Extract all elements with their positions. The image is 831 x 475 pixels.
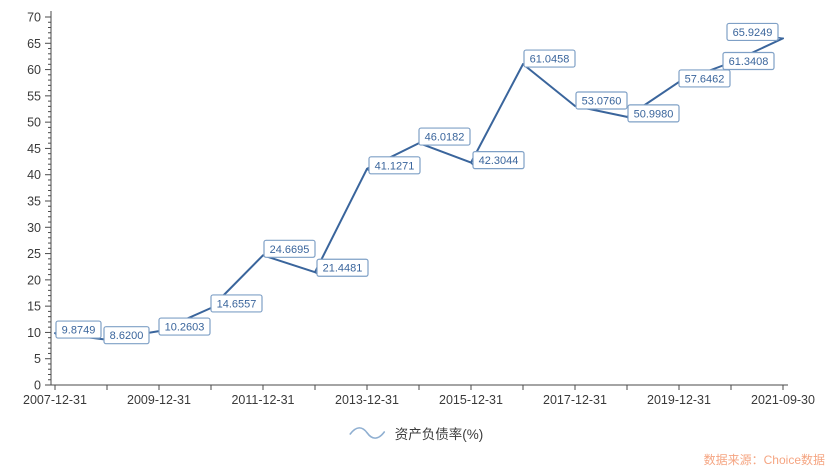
data-source-note: 数据来源：Choice数据 [703,453,825,467]
data-label-value: 9.8749 [62,325,96,337]
x-axis-tick-label: 2013-12-31 [335,393,399,407]
data-label-value: 57.6462 [685,73,725,85]
data-label-value: 8.6200 [110,330,144,342]
data-label-box [627,104,680,123]
data-label-box [55,320,102,339]
data-label-value: 42.3044 [479,155,519,167]
data-label-value: 21.4481 [323,263,363,275]
data-label-box [726,22,779,42]
y-axis-tick-label: 5 [34,352,41,366]
data-label-value: 61.3408 [729,56,769,68]
data-label-box [472,150,525,170]
data-label-box [103,326,150,345]
y-axis-tick-label: 40 [27,168,41,182]
y-axis-tick-label: 15 [27,300,41,314]
legend-line-icon [348,427,385,439]
data-label-value: 41.1271 [375,160,415,172]
x-axis-tick-label: 2021-09-30 [751,393,815,407]
x-axis-tick-label: 2019-12-31 [647,393,711,407]
data-label-box [418,127,471,146]
data-label-value: 61.0458 [530,54,570,66]
y-axis-tick-label: 55 [27,89,41,103]
x-axis-tick-label: 2017-12-31 [543,393,607,407]
x-axis-tick-label: 2009-12-31 [127,393,191,407]
data-label-value: 65.9249 [733,27,773,39]
data-label-box [678,69,731,88]
y-axis-tick-label: 45 [27,142,41,156]
y-axis-tick-label: 60 [27,63,41,77]
legend-label: 资产负债率(%) [394,427,484,442]
data-label-box [368,156,421,175]
y-axis-tick-label: 25 [27,247,41,261]
line-chart: 0 5 10 15 20 25 30 35 40 45 50 55 60 65 70 2007-12-31 20… [23,11,815,408]
y-axis-tick-label: 50 [27,116,41,130]
y-axis-tick-label: 30 [27,221,41,235]
y-axis-tick-label: 0 [34,379,41,393]
data-label-box [263,239,316,258]
legend[interactable]: 资产负债率(%) [348,423,484,443]
data-label-box [722,51,775,71]
y-axis-tick-label: 10 [27,326,41,340]
data-label-box [575,91,628,110]
x-axis-tick-label: 2007-12-31 [23,393,87,407]
data-label-value: 53.0760 [582,95,622,107]
data-label-value: 10.2603 [165,322,205,334]
y-axis-tick-label: 70 [27,11,41,25]
data-label-value: 24.6695 [270,244,310,256]
y-axis-tick-label: 35 [27,195,41,209]
data-label-box [523,49,576,68]
data-label-box [158,317,211,336]
x-axis-tick-label: 2015-12-31 [439,393,503,407]
y-axis-tick-label: 65 [27,37,41,51]
x-axis-tick-label: 2011-12-31 [231,393,294,407]
data-label-value: 14.6557 [217,298,257,310]
data-label-box [316,258,369,277]
data-label-value: 46.0182 [425,132,465,144]
data-label-box [210,294,263,313]
data-label-value: 50.9980 [634,108,674,120]
series-line [54,37,784,341]
y-axis-tick-label: 20 [27,273,41,287]
